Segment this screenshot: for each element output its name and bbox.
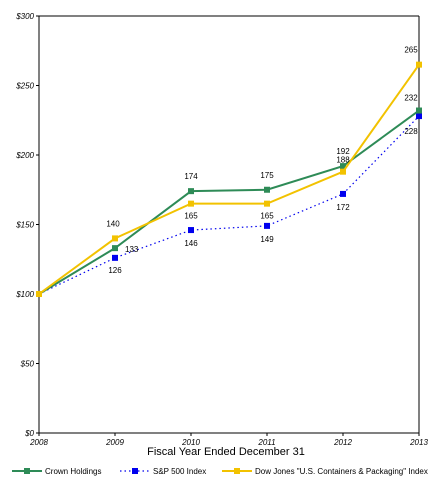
data-point-marker: [112, 235, 118, 242]
x-tick-label: 2009: [105, 438, 124, 447]
data-point-marker: [36, 291, 42, 297]
x-tick-label: 2011: [257, 438, 275, 447]
legend-label: S&P 500 Index: [153, 467, 206, 476]
y-tick-label: $200: [15, 151, 34, 160]
series-line: [38, 115, 420, 295]
data-label: 126: [108, 266, 122, 275]
data-point-marker: [188, 227, 194, 234]
data-point-marker: [416, 113, 422, 120]
data-point-marker: [264, 222, 270, 229]
data-label: 192: [336, 147, 350, 156]
data-label: 165: [260, 212, 274, 221]
y-tick-label: $150: [15, 221, 34, 230]
legend-swatch-marker: [24, 468, 30, 474]
data-point-marker: [340, 168, 346, 175]
chart-axes: $0 $50 $100 $150 $200 $250 $300 2008 2009 2010 201…: [15, 12, 428, 447]
x-tick-label: 2012: [333, 438, 352, 447]
y-tick-label: $50: [20, 360, 35, 369]
data-label: 228: [404, 127, 418, 136]
y-tick-label: $300: [15, 12, 34, 21]
data-point-marker: [416, 107, 422, 114]
legend-label: Dow Jones "U.S. Containers & Packaging" …: [255, 467, 428, 476]
data-label: 232: [404, 94, 418, 103]
data-label: 188: [336, 156, 350, 165]
data-point-marker: [188, 200, 194, 207]
series-line: [38, 64, 420, 295]
data-point-marker: [188, 188, 194, 195]
series-line: [38, 109, 420, 295]
data-point-marker: [112, 245, 118, 252]
data-label: 174: [184, 172, 198, 181]
data-labels: 133 174 175 192 232 126 146 149 172 228 140 165 165 1…: [106, 46, 418, 275]
y-tick-label: $100: [15, 290, 34, 299]
chart-series: [36, 61, 422, 297]
y-tick-label: $0: [24, 429, 34, 438]
data-label: 265: [404, 46, 418, 55]
data-point-marker: [340, 190, 346, 197]
data-point-marker: [112, 254, 118, 261]
data-label: 140: [106, 219, 120, 228]
y-tick-label: $250: [15, 82, 34, 91]
data-point-marker: [264, 186, 270, 193]
x-tick-label: 2008: [29, 438, 48, 447]
data-point-marker: [416, 61, 422, 68]
data-label: 133: [125, 245, 139, 254]
data-label: 172: [336, 203, 350, 212]
data-label: 149: [260, 235, 274, 244]
x-tick-label: 2013: [409, 438, 428, 447]
chart-legend: Crown Holdings S&P 500 Index Dow Jones "U.…: [12, 467, 428, 476]
data-point-marker: [264, 200, 270, 207]
legend-swatch-marker: [234, 468, 240, 474]
x-tick-label: 2010: [181, 438, 200, 447]
data-label: 165: [184, 212, 198, 221]
x-axis-title: Fiscal Year Ended December 31: [147, 446, 305, 458]
data-label: 146: [184, 239, 198, 248]
legend-label: Crown Holdings: [45, 467, 101, 476]
data-label: 175: [260, 171, 274, 180]
data-point-marker: [340, 163, 346, 170]
legend-swatch-marker: [132, 468, 138, 474]
